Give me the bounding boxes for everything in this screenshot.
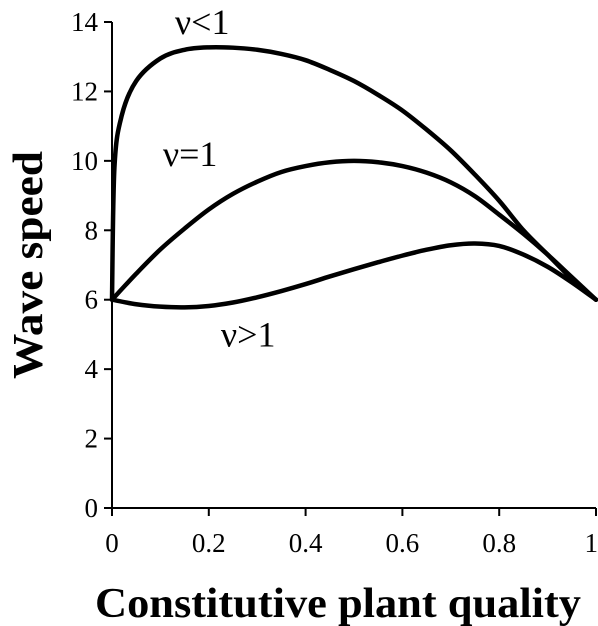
series-label-1: ν<1 — [175, 2, 230, 42]
y-tick-label: 4 — [85, 354, 99, 384]
series-line-1 — [109, 44, 598, 302]
x-tick-label: 1 — [585, 528, 598, 558]
y-axis-label: Wave speed — [6, 151, 52, 379]
y-tick-label: 0 — [85, 493, 99, 523]
y-tick-label: 12 — [71, 76, 98, 106]
series-labels: ν<1 ν=1 ν>1 — [163, 2, 276, 354]
y-tick-label: 6 — [85, 285, 99, 315]
x-tick-label: 0.4 — [289, 528, 323, 558]
y-tick-label: 8 — [85, 215, 99, 245]
series-label-3: ν>1 — [221, 315, 276, 355]
x-axis-label: Constitutive plant quality — [95, 581, 581, 626]
y-tick-label: 10 — [71, 146, 98, 176]
y-tick-label: 2 — [85, 424, 99, 454]
plot-area — [109, 44, 598, 310]
y-tick-label: 14 — [71, 7, 99, 37]
series-line-2 — [109, 158, 598, 302]
x-tick-label: 0.2 — [192, 528, 226, 558]
x-tick-label: 0 — [105, 528, 119, 558]
y-axis: 0 2 4 6 8 10 12 14 — [71, 7, 113, 523]
x-tick-label: 0.6 — [386, 528, 420, 558]
x-tick-label: 0.8 — [482, 528, 516, 558]
x-axis: 0 0.2 0.4 0.6 0.8 1 — [105, 507, 598, 558]
series-label-2: ν=1 — [163, 134, 218, 174]
series-line-3 — [109, 241, 598, 310]
